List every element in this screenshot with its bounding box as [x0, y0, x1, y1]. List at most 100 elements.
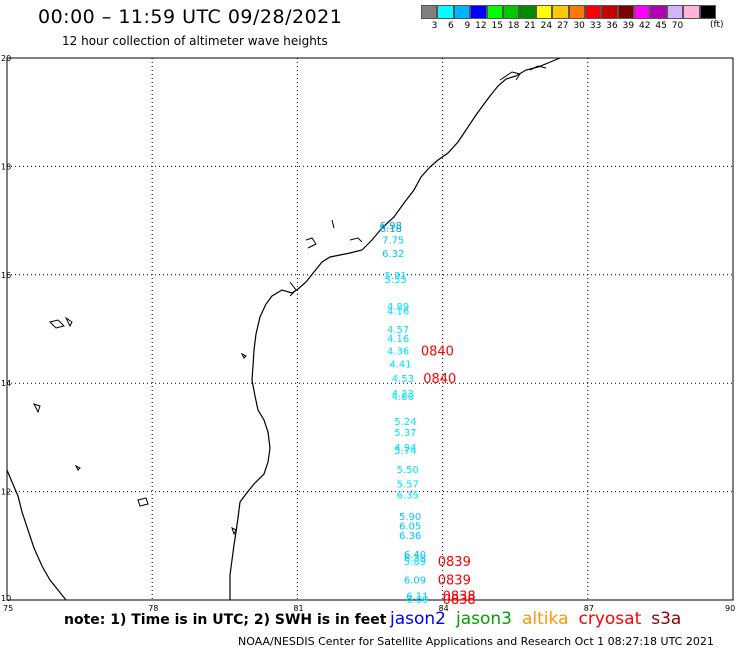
wave-height-label: 6.09 — [406, 595, 428, 606]
scale-label: 24 — [540, 21, 553, 31]
wave-height-label: 5.37 — [394, 428, 416, 439]
pass-time-label: 0838 — [443, 590, 476, 605]
scale-label: 30 — [573, 21, 585, 31]
pass-time-label: 0839 — [438, 573, 471, 588]
scale-swatch — [568, 5, 585, 19]
scale-swatch — [601, 5, 618, 19]
lat-tick-label: 12 — [1, 488, 11, 497]
scale-label: 42 — [639, 21, 651, 31]
map-subtitle: 12 hour collection of altimeter wave hei… — [62, 34, 328, 48]
scale-label: 6 — [448, 21, 454, 31]
wave-height-label: 6.11 — [406, 592, 428, 603]
wave-height-label: 5.74 — [394, 446, 416, 457]
wave-height-label: 4.23 — [392, 389, 414, 400]
coastline-sri-lanka-north — [6, 469, 67, 601]
scale-label: 33 — [589, 21, 602, 31]
scale-unit: (ft) — [710, 20, 724, 30]
wave-height-label: 6.98 — [380, 221, 402, 232]
coastline-delta-islands — [289, 65, 547, 297]
wave-height-label: 5.90 — [399, 512, 421, 523]
wave-height-label: 4.57 — [387, 325, 409, 336]
scale-swatch — [634, 5, 651, 19]
scale-label: 27 — [557, 21, 569, 31]
scale-swatch — [519, 5, 536, 19]
lat-tick-label: 20 — [1, 54, 11, 63]
wave-height-label: 4.89 — [387, 302, 409, 313]
color-scale-labels: 3 6 9 12 15 18 21 24 27 30 33 36 39 42 45 70 — [421, 21, 684, 31]
wave-height-label: 6.38 — [404, 554, 426, 565]
wave-height-label: 4.16 — [387, 334, 409, 345]
scale-label: 3 — [431, 21, 438, 31]
scale-swatch — [535, 5, 553, 19]
lat-tick-label: 16 — [1, 271, 11, 280]
lon-tick-label: 75 — [3, 604, 13, 613]
wave-height-labels: 6.986.187.756.325.315.554.894.164.574.16… — [380, 221, 429, 606]
pass-time-label: 0840 — [421, 345, 454, 360]
scale-swatch — [683, 5, 700, 19]
scale-swatch — [502, 5, 520, 19]
note-text: note: 1) Time is in UTC; 2) SWH is in fe… — [64, 612, 387, 628]
wave-height-label: 6.36 — [399, 531, 421, 542]
coastline-india-east — [229, 57, 561, 600]
legend-item: jason3 — [456, 609, 512, 629]
lat-tick-label: 18 — [1, 162, 11, 171]
scale-label: 18 — [507, 21, 520, 31]
scale-label: 9 — [464, 21, 471, 31]
scale-swatch — [650, 5, 667, 19]
scale-swatch — [552, 5, 569, 19]
scale-label: 21 — [524, 21, 536, 31]
wave-height-label: 5.50 — [397, 465, 419, 476]
legend-item: jason2 — [390, 609, 446, 629]
legend-item: s3a — [651, 609, 682, 629]
scale-swatch — [584, 5, 602, 19]
lon-tick-label: 87 — [584, 604, 594, 613]
scale-swatch — [666, 5, 684, 19]
wave-height-label: 5.89 — [404, 557, 426, 568]
wave-height-label: 6.32 — [382, 249, 404, 260]
map-title: 00:00 – 11:59 UTC 09/28/2021 — [38, 6, 343, 28]
lat-tick-label: 10 — [1, 594, 11, 603]
scale-label: 15 — [491, 21, 503, 31]
legend-item: altika — [522, 609, 569, 629]
wave-height-label: 6.40 — [404, 550, 426, 561]
wave-height-label: 4.80 — [392, 392, 414, 403]
scale-label: 36 — [606, 21, 618, 31]
map-frame — [6, 57, 734, 601]
pass-time-label: 0840 — [423, 372, 456, 387]
scale-swatch — [437, 5, 454, 19]
wave-height-label: 5.24 — [394, 417, 416, 428]
scale-swatch — [699, 5, 717, 19]
lon-tick-label: 90 — [725, 604, 735, 613]
wave-height-label: 5.55 — [385, 275, 407, 286]
scale-swatch — [486, 5, 503, 19]
wave-height-label: 6.18 — [380, 224, 402, 235]
satellite-legend: jason2 jason3 altika cryosat s3a — [390, 609, 681, 629]
scale-label: 45 — [655, 21, 667, 31]
wave-height-label: 6.35 — [397, 490, 419, 501]
wave-height-label: 5.57 — [397, 479, 419, 490]
wave-height-label: 5.31 — [385, 271, 407, 282]
scale-swatch — [617, 5, 635, 19]
wave-height-label: 6.05 — [399, 522, 421, 533]
wave-height-label: 6.09 — [404, 575, 426, 586]
scale-label: 70 — [671, 21, 684, 31]
wave-height-label: 4.41 — [389, 360, 411, 371]
scale-label: 12 — [475, 21, 487, 31]
scale-swatch — [453, 5, 471, 19]
scale-swatch — [470, 5, 487, 19]
lon-tick-label: 84 — [439, 604, 449, 613]
pass-time-label: 0838 — [443, 593, 476, 608]
coastline-small-islands — [33, 316, 247, 536]
pass-time-label: 0839 — [438, 555, 471, 570]
lat-tick-label: 14 — [1, 379, 11, 388]
lon-tick-label: 78 — [148, 604, 158, 613]
legend-item: cryosat — [578, 609, 642, 629]
footer-credit: NOAA/NESDIS Center for Satellite Applica… — [238, 635, 714, 648]
wave-height-label: 4.16 — [387, 307, 409, 318]
wave-height-label: 4.53 — [392, 374, 414, 385]
wave-height-label: 4.36 — [387, 347, 409, 358]
scale-label: 39 — [622, 21, 635, 31]
wave-height-label: 7.75 — [382, 236, 404, 247]
